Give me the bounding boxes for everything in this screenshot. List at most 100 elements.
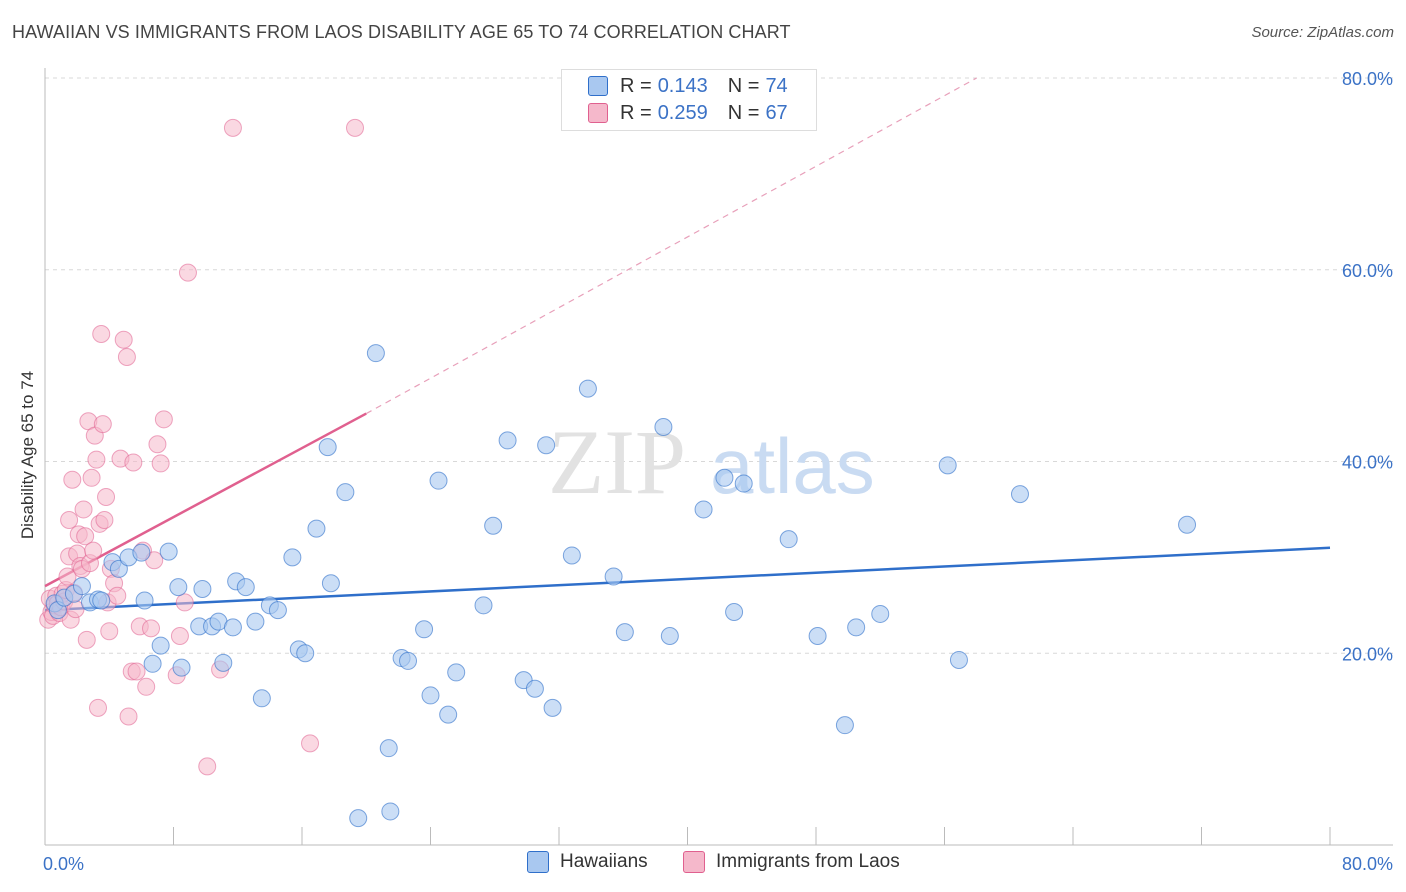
laos-point — [119, 707, 138, 726]
hawaiian-point — [349, 809, 368, 828]
laos-point — [124, 453, 143, 472]
laos-point — [117, 347, 136, 366]
hawaiians-swatch — [588, 76, 608, 96]
y-tick-label: 60.0% — [1342, 261, 1393, 281]
hawaiian-point — [214, 653, 233, 672]
laos-point — [137, 677, 156, 696]
source-label: Source: ZipAtlas.com — [1251, 24, 1394, 41]
r-value: 0.259 — [657, 101, 708, 124]
laos-point — [60, 510, 79, 529]
hawaiian-point — [321, 574, 340, 593]
x-tick-label: 0.0% — [43, 854, 84, 874]
laos-point — [100, 622, 119, 641]
hawaiian-point — [498, 431, 517, 450]
hawaiian-point — [694, 500, 713, 519]
hawaiian-point — [169, 578, 188, 597]
laos-point — [82, 468, 101, 487]
stats-row-laos: R = 0.259 N = 67 — [588, 100, 788, 126]
laos-point — [63, 470, 82, 489]
legend-label-hawaiians: Hawaiians — [560, 851, 648, 872]
laos-point — [58, 567, 77, 586]
hawaiian-point — [938, 456, 957, 475]
hawaiian-point — [172, 658, 191, 677]
hawaiian-point — [835, 716, 854, 735]
watermark-atlas: atlas — [710, 422, 875, 510]
hawaiian-point — [543, 698, 562, 717]
hawaiian-point — [318, 438, 337, 457]
hawaiian-point — [439, 705, 458, 724]
hawaiian-point — [615, 623, 634, 642]
n-value: 74 — [765, 74, 788, 97]
hawaiian-point — [525, 679, 544, 698]
hawaiian-point — [109, 559, 128, 578]
hawaiian-point — [246, 612, 265, 631]
hawaiians-legend-swatch — [527, 851, 549, 873]
y-tick-label: 40.0% — [1342, 453, 1393, 473]
laos-point — [84, 541, 103, 560]
r-value: 0.143 — [657, 74, 708, 97]
laos-swatch — [588, 103, 608, 123]
hawaiian-point — [159, 542, 178, 561]
hawaiian-point — [871, 604, 890, 623]
laos-point — [108, 586, 127, 605]
laos-point — [114, 330, 133, 349]
hawaiian-point — [135, 591, 154, 610]
laos-point — [198, 757, 217, 776]
hawaiian-point — [143, 654, 162, 673]
hawaiians-trend-line — [44, 546, 1331, 612]
laos-point — [175, 593, 194, 612]
laos-point — [223, 118, 242, 137]
hawaiian-point — [847, 618, 866, 637]
n-label: N = — [727, 101, 760, 124]
hawaiian-point — [1010, 485, 1029, 504]
stats-legend: R = 0.143 N = 74 R = 0.259 N = 67 — [561, 69, 817, 131]
y-tick-label: 80.0% — [1342, 69, 1393, 89]
hawaiian-point — [734, 474, 753, 493]
hawaiian-point — [779, 530, 798, 549]
laos-point — [87, 450, 106, 469]
hawaiian-point — [336, 483, 355, 502]
r-label: R = — [620, 74, 652, 97]
hawaiian-point — [193, 580, 212, 599]
laos-point — [178, 263, 197, 282]
hawaiian-point — [283, 548, 302, 567]
y-tick-label: 20.0% — [1342, 644, 1393, 664]
hawaiian-point — [381, 802, 400, 821]
hawaiian-point — [366, 344, 385, 363]
hawaiian-point — [399, 651, 418, 670]
laos-point — [95, 510, 114, 529]
laos-point — [154, 410, 173, 429]
r-label: R = — [620, 101, 652, 124]
hawaiian-point — [252, 689, 271, 708]
laos-point — [301, 734, 320, 753]
laos-point — [92, 324, 111, 343]
hawaiian-point — [1178, 515, 1197, 534]
hawaiian-point — [660, 626, 679, 645]
hawaiian-point — [537, 436, 556, 455]
hawaiian-point — [421, 686, 440, 705]
legend-label-laos: Immigrants from Laos — [716, 851, 900, 872]
hawaiian-point — [949, 650, 968, 669]
series-legend: Hawaiians Immigrants from Laos — [0, 851, 1406, 879]
laos-point — [89, 698, 108, 717]
laos-point — [346, 118, 365, 137]
hawaiian-point — [429, 471, 448, 490]
legend-item-hawaiians[interactable]: Hawaiians — [527, 851, 648, 873]
laos-legend-swatch — [683, 851, 705, 873]
hawaiian-point — [715, 468, 734, 487]
laos-point — [151, 454, 170, 473]
hawaiian-point — [654, 417, 673, 436]
laos-point — [148, 435, 167, 454]
stats-row-hawaiians: R = 0.143 N = 74 — [588, 73, 788, 99]
hawaiian-point — [562, 546, 581, 565]
n-label: N = — [727, 74, 760, 97]
laos-point — [170, 626, 189, 645]
y-axis-label: Disability Age 65 to 74 — [18, 370, 37, 540]
x-tick-label: 80.0% — [1342, 854, 1393, 874]
laos-point — [142, 619, 161, 638]
hawaiian-point — [447, 663, 466, 682]
hawaiian-point — [484, 516, 503, 535]
legend-item-laos[interactable]: Immigrants from Laos — [683, 851, 900, 873]
laos-point — [77, 630, 96, 649]
